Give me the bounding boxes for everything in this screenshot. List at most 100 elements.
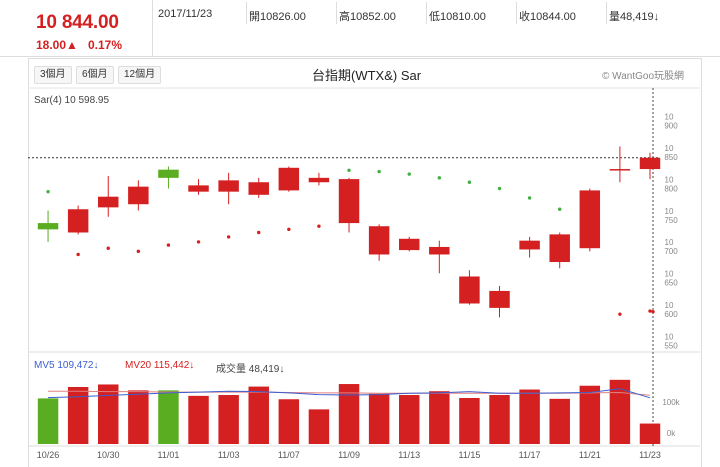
copyright: © WantGoo玩股網 <box>602 71 685 82</box>
candle-body <box>37 223 59 230</box>
sar-dot <box>648 309 652 313</box>
y-tick-label: 10 <box>665 332 674 341</box>
y-tick-label: 10 <box>665 144 674 153</box>
quote-volume: 量48,419↓ <box>609 11 660 23</box>
x-tick-label: 11/01 <box>158 450 180 460</box>
quote-header: 10 844.00 18.00▲ 0.17% 2017/11/23 開10826… <box>0 0 720 57</box>
range-12m-button[interactable]: 12個月 <box>118 66 162 84</box>
candle-body <box>308 177 330 183</box>
candle-body <box>128 186 149 205</box>
sar-dot <box>317 224 321 228</box>
volume-bar <box>489 395 510 444</box>
price-change: 18.00▲ <box>36 38 78 52</box>
range-6m-button[interactable]: 6個月 <box>76 66 114 84</box>
mv20-label: MV20 115,442↓ <box>125 360 195 371</box>
price-box: 10 844.00 18.00▲ 0.17% <box>28 6 153 54</box>
candle-body <box>218 180 239 192</box>
candle-body <box>549 234 570 263</box>
volume-bar <box>429 391 450 444</box>
sar-dot <box>46 189 50 194</box>
candle-body <box>609 169 631 171</box>
quote-low: 低10810.00 <box>429 11 486 23</box>
y-tick-label: 750 <box>664 216 678 225</box>
y-tick-label: 550 <box>664 341 678 350</box>
candle-body <box>459 276 480 304</box>
candle-body <box>398 238 420 251</box>
volume-bar <box>218 395 239 444</box>
volume-bar <box>368 393 390 444</box>
candle-body <box>278 167 300 191</box>
chart-title: 台指期(WTX&) Sar <box>312 68 422 83</box>
sar-dot <box>618 312 622 316</box>
y-tick-label: 10 <box>665 175 674 184</box>
volume-tick-label: 0k <box>667 429 676 438</box>
candle-body <box>368 226 390 255</box>
candle-body <box>248 182 269 195</box>
candle-body <box>579 190 601 249</box>
volume-bar <box>398 395 420 444</box>
volume-bar <box>37 398 59 444</box>
sar-dot <box>651 309 655 314</box>
y-tick-label: 10 <box>665 301 674 310</box>
sar-dot <box>347 168 351 173</box>
volume-bar <box>549 398 570 444</box>
y-tick-label: 600 <box>664 310 678 319</box>
volume-bar <box>98 384 119 444</box>
last-price: 10 844.00 <box>36 12 119 33</box>
divider <box>426 2 427 24</box>
candle-body <box>519 240 540 250</box>
volume-bar <box>459 397 480 444</box>
sar-dot <box>407 172 411 176</box>
volume-bar <box>128 390 149 444</box>
quote-close: 收10844.00 <box>519 11 576 23</box>
y-tick-label: 10 <box>665 238 674 247</box>
sar-dot <box>76 252 80 257</box>
volume-bar <box>338 384 360 444</box>
quote-high: 高10852.00 <box>339 11 396 23</box>
x-tick-label: 10/26 <box>37 450 60 460</box>
sar-dot <box>377 169 381 174</box>
range-3m-button[interactable]: 3個月 <box>34 66 72 84</box>
divider <box>606 2 607 24</box>
x-tick-label: 11/07 <box>278 450 300 460</box>
sar-dot <box>166 243 171 247</box>
y-tick-label: 10 <box>665 113 674 122</box>
volume-bar <box>278 399 300 444</box>
x-tick-label: 11/23 <box>639 450 661 460</box>
y-tick-label: 650 <box>664 279 678 288</box>
candle-body <box>639 157 661 170</box>
y-tick-label: 800 <box>664 184 678 193</box>
candle-body <box>338 179 360 224</box>
divider <box>336 2 337 24</box>
quote-date: 2017/11/23 <box>158 8 213 20</box>
divider <box>516 2 517 24</box>
volume-bar <box>639 423 661 444</box>
candle-body <box>429 246 450 255</box>
price-change-pct: 0.17% <box>88 38 123 52</box>
candle-body <box>67 209 89 233</box>
x-tick-label: 11/03 <box>218 450 240 460</box>
sar-dot <box>467 180 472 184</box>
sar-dot <box>558 207 562 211</box>
volume-bar <box>308 409 330 444</box>
y-tick-label: 10 <box>665 207 674 216</box>
y-tick-label: 900 <box>664 122 678 131</box>
quote-open: 開10826.00 <box>249 11 306 23</box>
volume-bar <box>67 387 89 444</box>
x-tick-label: 10/30 <box>97 450 120 460</box>
sar-dot <box>588 221 592 225</box>
mv5-label: MV5 109,472↓ <box>34 360 99 371</box>
volume-tick-label: 100k <box>662 398 680 407</box>
candle-body <box>489 290 510 308</box>
y-tick-label: 10 <box>665 270 674 279</box>
sar-dot <box>196 240 201 244</box>
mv5-line <box>47 388 651 399</box>
volume-bar <box>248 386 269 444</box>
x-tick-label: 11/09 <box>338 450 360 460</box>
volume-bar <box>158 390 179 444</box>
sar-indicator-label: Sar(4) 10 598.95 <box>34 95 110 106</box>
divider <box>152 0 153 56</box>
chart-panel <box>28 58 702 467</box>
volume-bar <box>519 389 540 444</box>
